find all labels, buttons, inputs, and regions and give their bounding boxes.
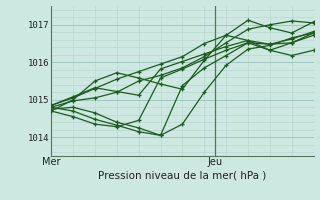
X-axis label: Pression niveau de la mer( hPa ): Pression niveau de la mer( hPa ) <box>98 170 267 180</box>
